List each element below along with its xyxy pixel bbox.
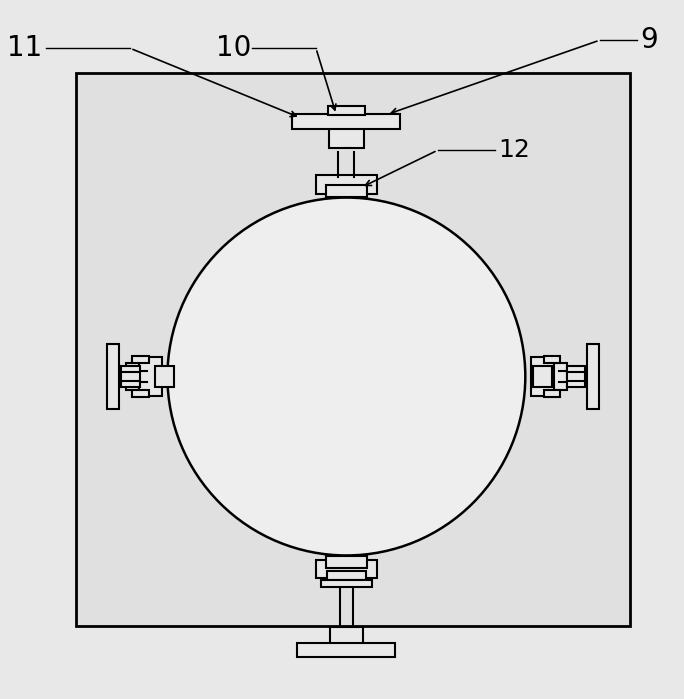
Bar (321, 580, 371, 587)
Bar (329, 128, 364, 148)
Circle shape (168, 198, 525, 556)
Text: 12: 12 (499, 138, 530, 162)
Bar (121, 366, 140, 387)
Bar (126, 363, 139, 390)
Bar (298, 643, 395, 657)
Bar (292, 114, 400, 129)
Bar (531, 357, 557, 396)
Bar (327, 571, 366, 580)
Bar (533, 366, 552, 387)
Bar (155, 366, 174, 387)
Bar (553, 363, 567, 390)
Bar (326, 556, 367, 568)
Text: 10: 10 (216, 34, 252, 62)
Bar (544, 356, 560, 363)
Text: 9: 9 (640, 27, 658, 55)
Bar (77, 73, 630, 626)
Bar (587, 345, 599, 409)
Bar (132, 390, 148, 397)
Bar (566, 366, 586, 387)
Bar (544, 390, 560, 397)
Bar (316, 559, 377, 578)
Bar (330, 628, 363, 644)
Bar (316, 175, 377, 194)
Text: 11: 11 (8, 34, 42, 62)
Bar (107, 345, 120, 409)
Bar (326, 185, 367, 197)
Bar (132, 356, 148, 363)
Bar (135, 357, 162, 396)
Bar (328, 106, 365, 115)
